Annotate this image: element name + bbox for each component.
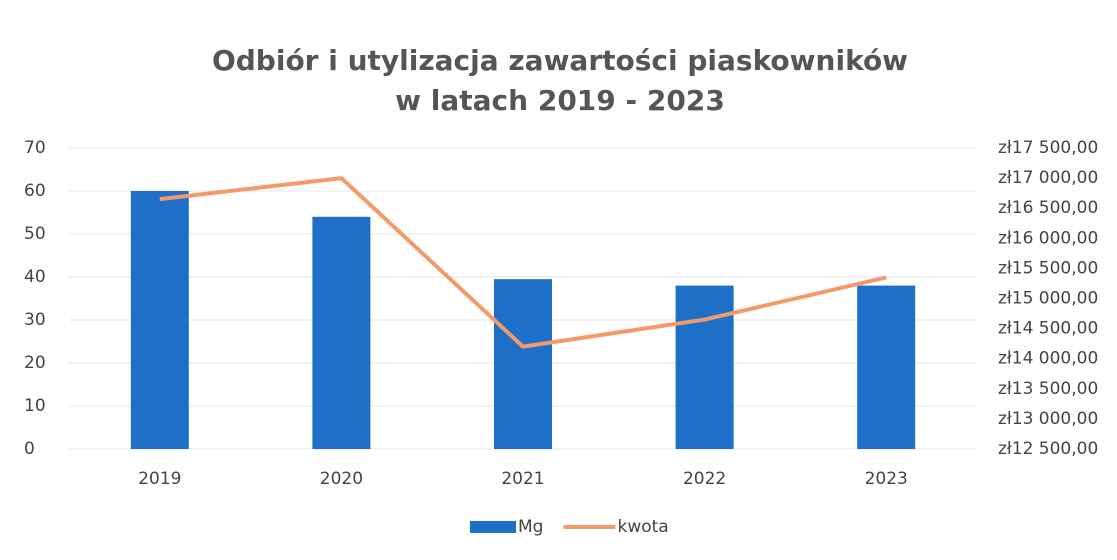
chart-subtitle: w latach 2019 - 2023: [395, 84, 725, 117]
y-tick-label: 40: [24, 267, 46, 287]
bar: [857, 285, 916, 449]
y2-tick-label: zł13 000,00: [998, 409, 1098, 429]
bar: [312, 216, 371, 449]
x-tick-label: 2021: [501, 469, 544, 489]
bar: [130, 191, 189, 449]
chart-title: Odbiór i utylizacja zawartości piaskowni…: [212, 44, 908, 77]
y2-tick-label: zł14 500,00: [998, 319, 1098, 339]
y2-tick-label: zł17 000,00: [998, 168, 1098, 188]
y-tick-label: 0: [24, 439, 35, 459]
y2-tick-label: zł17 500,00: [998, 138, 1098, 158]
y-tick-label: 50: [24, 224, 46, 244]
y2-tick-label: zł13 500,00: [998, 379, 1098, 399]
y2-tick-label: zł15 500,00: [998, 258, 1098, 278]
y-tick-label: 60: [24, 181, 46, 201]
x-tick-label: 2019: [138, 469, 181, 489]
bar: [494, 279, 552, 449]
bar: [675, 285, 734, 449]
y2-tick-label: zł16 000,00: [998, 228, 1098, 248]
line: [159, 176, 887, 349]
y2-tick-label: zł15 000,00: [998, 289, 1098, 309]
x-tick-label: 2022: [683, 469, 726, 489]
y2-tick-label: zł16 500,00: [998, 198, 1098, 218]
y2-tick-label: zł14 000,00: [998, 349, 1098, 369]
legend-label: Mg: [518, 517, 543, 537]
x-tick-label: 2020: [320, 469, 363, 489]
x-tick-label: 2023: [865, 469, 908, 489]
y-tick-label: 70: [24, 138, 46, 158]
y2-tick-label: zł12 500,00: [998, 439, 1098, 459]
y-tick-label: 20: [24, 353, 46, 373]
y-tick-label: 30: [24, 310, 46, 330]
legend-swatch: [470, 521, 516, 533]
legend-label: kwota: [617, 517, 668, 537]
y-tick-label: 10: [24, 396, 46, 416]
